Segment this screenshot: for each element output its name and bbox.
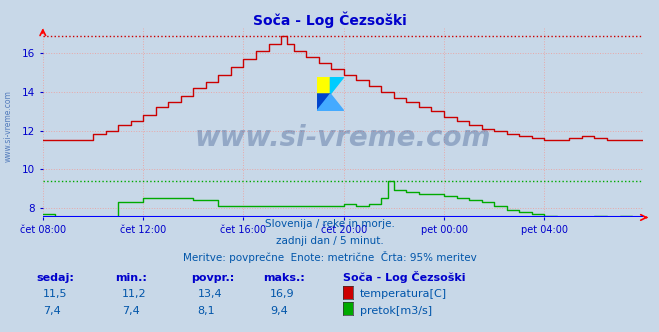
Text: zadnji dan / 5 minut.: zadnji dan / 5 minut. (275, 236, 384, 246)
Text: 13,4: 13,4 (198, 289, 222, 299)
Text: min.:: min.: (115, 273, 147, 283)
Text: Soča - Log Čezsoški: Soča - Log Čezsoški (343, 271, 465, 283)
Text: 9,4: 9,4 (270, 306, 288, 316)
Text: temperatura[C]: temperatura[C] (360, 289, 447, 299)
Polygon shape (330, 77, 343, 94)
Text: sedaj:: sedaj: (36, 273, 74, 283)
Text: 11,2: 11,2 (122, 289, 146, 299)
Text: povpr.:: povpr.: (191, 273, 235, 283)
Text: 16,9: 16,9 (270, 289, 295, 299)
Text: 7,4: 7,4 (122, 306, 140, 316)
Text: 7,4: 7,4 (43, 306, 61, 316)
Text: www.si-vreme.com: www.si-vreme.com (194, 124, 491, 152)
Text: 8,1: 8,1 (198, 306, 215, 316)
Text: www.si-vreme.com: www.si-vreme.com (3, 90, 13, 162)
Text: Meritve: povprečne  Enote: metrične  Črta: 95% meritev: Meritve: povprečne Enote: metrične Črta:… (183, 251, 476, 263)
Text: 11,5: 11,5 (43, 289, 67, 299)
Text: pretok[m3/s]: pretok[m3/s] (360, 306, 432, 316)
Polygon shape (317, 94, 330, 111)
Text: Soča - Log Čezsoški: Soča - Log Čezsoški (252, 12, 407, 28)
Text: Slovenija / reke in morje.: Slovenija / reke in morje. (264, 219, 395, 229)
Text: maks.:: maks.: (264, 273, 305, 283)
Polygon shape (317, 77, 330, 94)
Polygon shape (317, 94, 343, 111)
